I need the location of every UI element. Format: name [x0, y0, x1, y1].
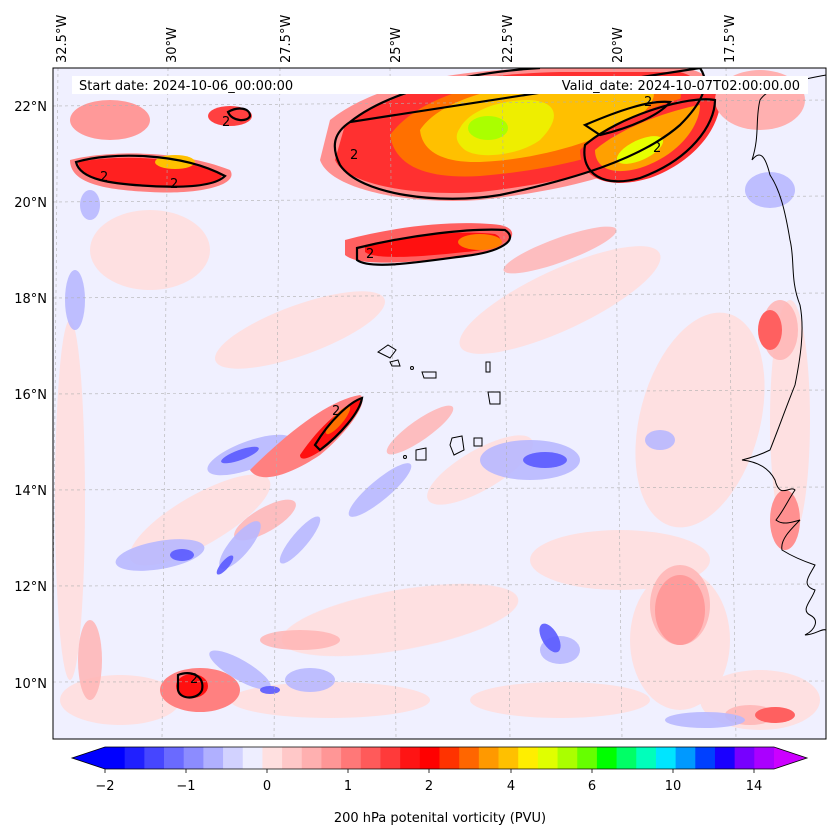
contour-jet-inner [582, 100, 673, 137]
colorbar-cell [636, 747, 657, 769]
colorbar-cell [459, 747, 480, 769]
colorbar-cells [105, 747, 775, 769]
lon-label: 22.5°W [501, 15, 516, 63]
colorbar-cell [557, 747, 578, 769]
colorbar-tick-label: 10 [665, 779, 682, 794]
lon-label: 17.5°W [723, 15, 738, 63]
longitude-labels: 32.5°W 30°W 27.5°W 25°W 22.5°W 20°W 17.5… [55, 15, 738, 63]
contour-label: 2 [332, 404, 340, 419]
colorbar-cell [537, 747, 558, 769]
colorbar-cell [223, 747, 244, 769]
lon-label: 20°W [611, 27, 626, 63]
colorbar-cell [105, 747, 126, 769]
colorbar-cell [321, 747, 342, 769]
colorbar-cell [695, 747, 716, 769]
colorbar-tick-label: 6 [588, 779, 596, 794]
header-strip [72, 76, 808, 94]
lat-label: 16°N [14, 388, 47, 403]
start-date-label: Start date: 2024-10-06_00:00:00 [79, 79, 293, 94]
lat-label: 14°N [14, 484, 47, 499]
field-light-blue-patches [65, 172, 795, 728]
colorbar-cell [301, 747, 322, 769]
contour-label: 2 [190, 672, 198, 687]
contour-label: 2 [100, 170, 108, 185]
colorbar-cell [380, 747, 401, 769]
colorbar-cell [282, 747, 303, 769]
colorbar-cell [262, 747, 283, 769]
lon-label: 27.5°W [279, 15, 294, 63]
contour-south-spot [176, 672, 204, 699]
colorbar-tick-label: −2 [95, 779, 114, 794]
colorbar-cell [124, 747, 145, 769]
colorbar-cell [478, 747, 499, 769]
contour-label: 2 [644, 95, 652, 110]
lat-label: 10°N [14, 677, 47, 692]
colorbar-cell [419, 747, 440, 769]
colorbar-cell [164, 747, 185, 769]
colorbar-tick-label: 0 [263, 779, 271, 794]
contour-label: 2 [653, 141, 661, 156]
contour-labels: 2 2 2 2 2 2 2 2 2 [100, 95, 661, 687]
colorbar-cell [242, 747, 263, 769]
colorbar-under-arrow [72, 747, 105, 769]
colorbar-ticks [104, 769, 755, 773]
colorbar-cell [754, 747, 775, 769]
colorbar-cell [734, 747, 755, 769]
colorbar-cell [577, 747, 598, 769]
contour-small-north [226, 107, 252, 122]
african-coastline [741, 74, 826, 636]
colorbar-cell [714, 747, 736, 769]
colorbar-cell [616, 747, 637, 769]
colorbar-cell [518, 747, 539, 769]
latitude-labels: 22°N 20°N 18°N 16°N 14°N 12°N 10°N [14, 100, 47, 692]
cape-verde-islands [377, 344, 501, 461]
colorbar-over-arrow [774, 747, 807, 769]
contour-filament [313, 396, 364, 452]
colorbar-tick-label: 4 [507, 779, 515, 794]
colorbar: −2 −1 0 1 2 4 6 10 14 200 hPa potenital … [70, 746, 809, 826]
colorbar-cell [596, 747, 617, 769]
lat-label: 20°N [14, 196, 47, 211]
colorbar-cell [144, 747, 165, 769]
colorbar-cell [183, 747, 204, 769]
contour-jet-right [583, 98, 717, 183]
colorbar-label: 200 hPa potenital vorticity (PVU) [334, 811, 546, 826]
colorbar-cell [360, 747, 381, 769]
colorbar-tick-label: 2 [425, 779, 433, 794]
valid-date-label: Valid_date: 2024-10-07T02:00:00.00 [562, 79, 800, 94]
map-panel: 2 2 2 2 2 2 2 2 2 [53, 68, 826, 739]
contour-west-strip [74, 154, 227, 188]
colorbar-cell [498, 747, 519, 769]
lon-label: 30°W [165, 27, 180, 63]
map-frame [52, 67, 827, 740]
colorbar-tick-label: 1 [344, 779, 352, 794]
lat-label: 18°N [14, 292, 47, 307]
colorbar-cell [203, 747, 224, 769]
contour-label: 2 [170, 177, 178, 192]
colorbar-tick-label: 14 [746, 779, 763, 794]
lon-label: 32.5°W [55, 15, 70, 63]
lat-label: 12°N [14, 580, 47, 595]
colorbar-cell [439, 747, 460, 769]
colorbar-cell [655, 747, 677, 769]
colorbar-cell [675, 747, 696, 769]
contour-label: 2 [350, 148, 358, 163]
lon-label: 25°W [389, 27, 404, 63]
contour-label: 2 [366, 247, 374, 262]
contour-south-strip [355, 228, 512, 266]
colorbar-tick-label: −1 [176, 779, 195, 794]
lat-label: 22°N [14, 100, 47, 115]
pv-small-maxima [160, 310, 800, 723]
colorbar-cell [400, 747, 421, 769]
colorbar-cell [341, 747, 362, 769]
pv-2-contours [74, 68, 717, 699]
contour-label: 2 [222, 115, 230, 130]
